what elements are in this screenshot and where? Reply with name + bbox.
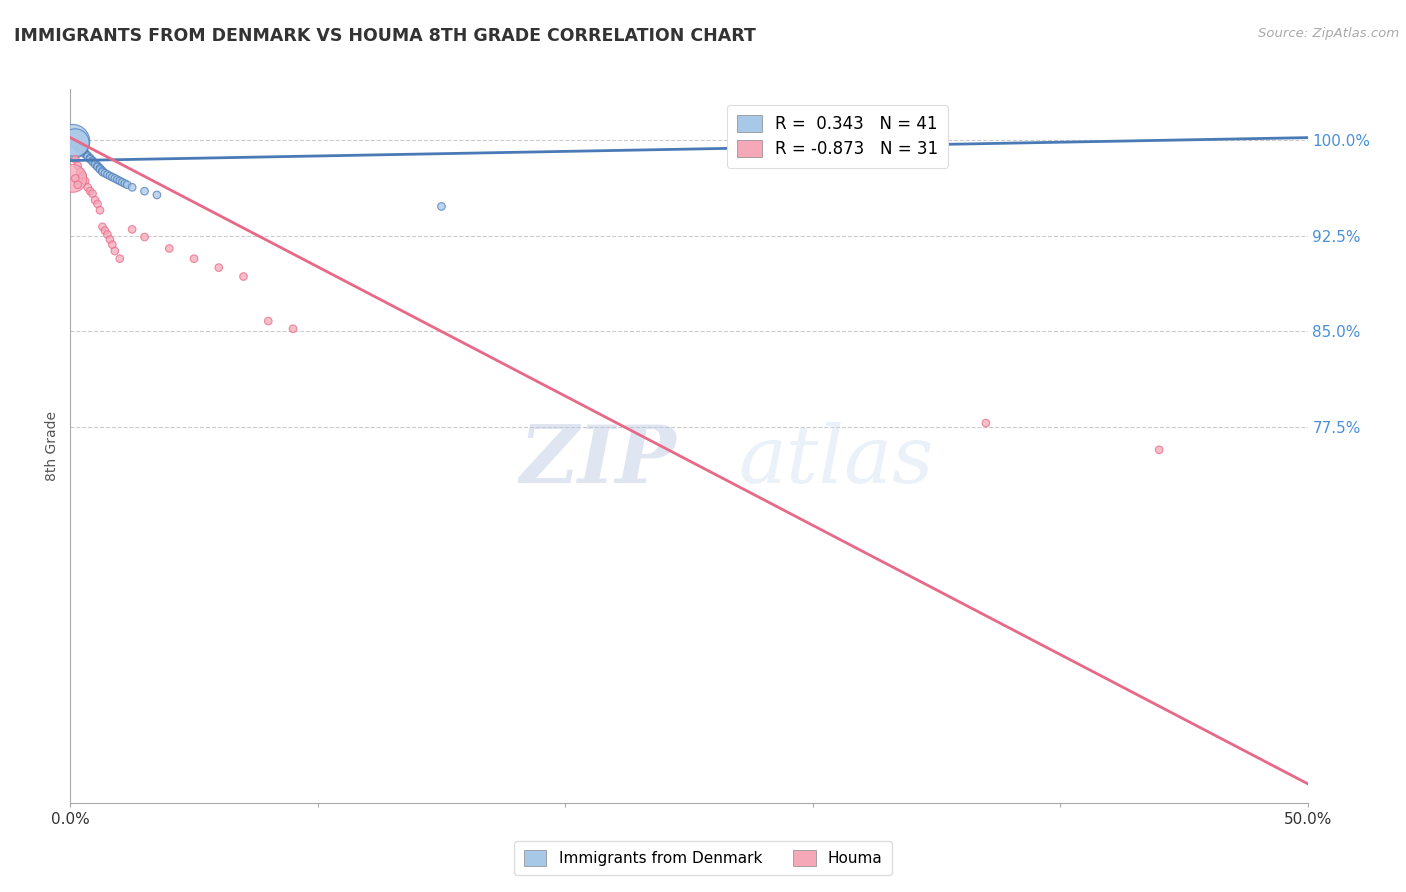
Point	[105, 172, 128, 186]
Point	[65, 171, 87, 186]
Text: Source: ZipAtlas.com: Source: ZipAtlas.com	[1258, 27, 1399, 40]
Point	[1147, 442, 1170, 457]
Point	[86, 160, 108, 174]
Point	[79, 151, 101, 165]
Point	[115, 178, 138, 192]
Point	[84, 157, 107, 171]
Point	[66, 138, 89, 153]
Point	[91, 219, 114, 234]
Point	[257, 314, 280, 328]
Text: IMMIGRANTS FROM DENMARK VS HOUMA 8TH GRADE CORRELATION CHART: IMMIGRANTS FROM DENMARK VS HOUMA 8TH GRA…	[14, 27, 756, 45]
Point	[94, 224, 117, 238]
Point	[69, 142, 91, 156]
Point	[62, 136, 84, 150]
Point	[89, 203, 111, 218]
Point	[98, 169, 121, 183]
Point	[101, 170, 124, 185]
Point	[75, 145, 97, 160]
Point	[69, 141, 91, 155]
Point	[157, 242, 180, 256]
Y-axis label: 8th Grade: 8th Grade	[45, 411, 59, 481]
Point	[104, 244, 127, 258]
Point	[974, 416, 997, 430]
Point	[72, 144, 94, 158]
Text: atlas: atlas	[738, 422, 934, 499]
Point	[84, 193, 107, 207]
Point	[96, 168, 118, 182]
Point	[108, 174, 131, 188]
Point	[62, 171, 84, 186]
Point	[65, 136, 87, 150]
Point	[134, 184, 156, 198]
Point	[69, 165, 91, 179]
Point	[91, 165, 114, 179]
Point	[114, 177, 136, 191]
Point	[62, 135, 84, 149]
Point	[121, 180, 143, 194]
Point	[66, 178, 89, 192]
Point	[104, 171, 127, 186]
Point	[111, 175, 134, 189]
Point	[66, 159, 89, 173]
Point	[101, 237, 124, 252]
Point	[232, 269, 254, 284]
Point	[82, 154, 104, 169]
Point	[76, 150, 98, 164]
Point	[86, 197, 108, 211]
Point	[65, 153, 87, 167]
Point	[146, 188, 169, 202]
Point	[134, 230, 156, 244]
Point	[98, 233, 121, 247]
Point	[66, 139, 89, 153]
Point	[281, 322, 304, 336]
Point	[121, 222, 143, 236]
Point	[183, 252, 205, 266]
Text: ZIP: ZIP	[520, 422, 676, 499]
Point	[65, 136, 87, 151]
Point	[76, 180, 98, 194]
Legend: R =  0.343   N = 41, R = -0.873   N = 31: R = 0.343 N = 41, R = -0.873 N = 31	[727, 104, 948, 168]
Point	[75, 147, 97, 161]
Point	[89, 162, 111, 177]
Point	[82, 186, 104, 201]
Point	[89, 161, 111, 176]
Point	[91, 163, 114, 178]
Point	[86, 159, 108, 173]
Point	[108, 252, 131, 266]
Point	[96, 227, 118, 242]
Point	[79, 184, 101, 198]
Point	[79, 153, 101, 167]
Point	[76, 148, 98, 162]
Point	[75, 174, 97, 188]
Point	[84, 156, 107, 170]
Point	[82, 153, 104, 168]
Point	[72, 145, 94, 159]
Legend: Immigrants from Denmark, Houma: Immigrants from Denmark, Houma	[515, 841, 891, 875]
Point	[430, 199, 453, 213]
Point	[208, 260, 231, 275]
Point	[72, 169, 94, 183]
Point	[925, 133, 948, 147]
Point	[94, 166, 117, 180]
